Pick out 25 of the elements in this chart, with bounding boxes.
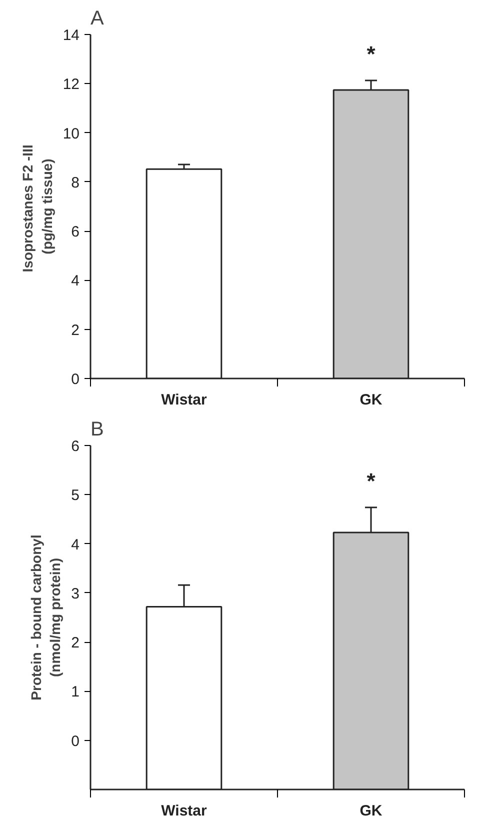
y-tick-label: 10	[62, 125, 80, 142]
chart-title: B	[90, 418, 104, 440]
y-tick-label: 5	[71, 487, 80, 504]
y-axis-title: Isoprostanes F2 -III (pg/mg tissue)	[20, 144, 55, 272]
y-tick-label: 8	[71, 174, 80, 192]
y-tick-label: 2	[71, 634, 80, 652]
x-tick-label: GK	[360, 392, 382, 408]
y-tick-label: 12	[62, 76, 80, 94]
annotation: *	[366, 41, 376, 66]
y-tick-label: 3	[71, 585, 80, 602]
y-tick-label: 4	[71, 272, 80, 290]
y-tick-label: 6	[71, 438, 80, 455]
y-tick-label: 0	[71, 732, 80, 750]
y-tick-label: 6	[71, 224, 80, 241]
annotation: *	[366, 468, 376, 494]
y-tick-label: 1	[71, 684, 80, 701]
y-tick-label: 0	[71, 371, 80, 388]
chart-title: A	[90, 8, 104, 30]
y-axis-title: Protein - bound carbonyl (nmol/mg protein)	[28, 534, 64, 700]
x-tick-label: GK	[360, 802, 382, 820]
x-tick-label: Wistar	[161, 802, 208, 820]
y-tick-label: 2	[71, 322, 80, 339]
x-tick-label: Wistar	[161, 392, 208, 408]
y-tick-label: 4	[71, 536, 80, 554]
y-tick-label: 14	[62, 27, 80, 44]
